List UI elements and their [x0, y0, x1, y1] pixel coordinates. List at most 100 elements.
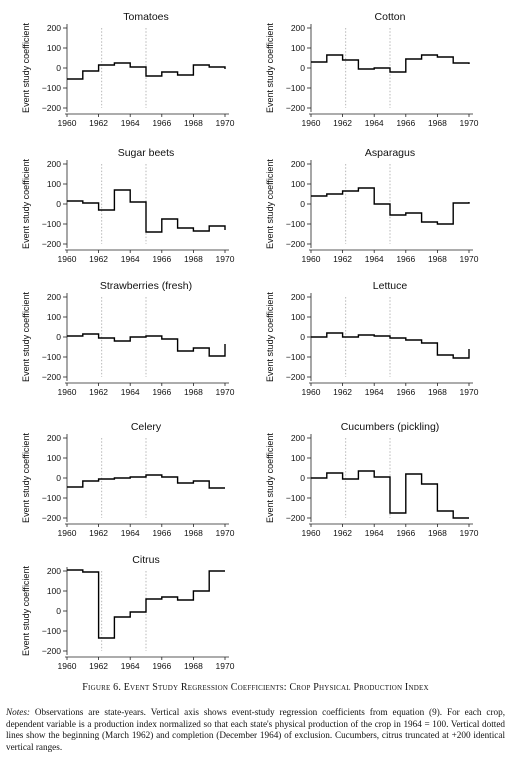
series-line: [67, 189, 226, 233]
y-axis-label: Event study coefficient: [265, 23, 275, 113]
series-line: [67, 62, 226, 80]
y-tick-label: 100: [47, 43, 61, 53]
x-tick-label: 1970: [216, 528, 235, 538]
y-axis-label: Event study coefficient: [265, 292, 275, 382]
x-tick-label: 1970: [216, 254, 235, 264]
figure-notes: Notes: Observations are state-years. Ver…: [6, 707, 505, 753]
x-tick-label: 1966: [396, 528, 415, 538]
y-tick-label: 100: [291, 43, 305, 53]
chart-panel: Citrus Event study coefficient 200 100 0 −100…: [21, 554, 235, 671]
x-tick-label: 1970: [216, 661, 235, 671]
x-tick-label: 1970: [460, 387, 479, 397]
y-tick-label: 200: [47, 159, 61, 169]
chart-panel: Celery Event study coefficient 200 100 0 −100…: [21, 421, 235, 538]
series-line: [311, 470, 469, 519]
chart-title: Celery: [131, 421, 162, 433]
y-tick-label: −100: [42, 219, 61, 229]
x-tick-label: 1962: [89, 387, 108, 397]
series-line: [311, 332, 470, 359]
x-tick-label: 1966: [152, 528, 171, 538]
y-tick-label: −100: [286, 83, 305, 93]
y-tick-label: −100: [42, 83, 61, 93]
y-tick-label: 100: [291, 179, 305, 189]
x-tick-label: 1966: [152, 254, 171, 264]
series-line: [67, 569, 225, 639]
chart-panel: Strawberries (fresh) Event study coeffici…: [21, 280, 235, 397]
y-tick-label: 100: [47, 312, 61, 322]
y-tick-label: −100: [286, 493, 305, 503]
x-tick-label: 1964: [365, 118, 384, 128]
x-tick-label: 1968: [428, 528, 447, 538]
y-tick-label: −200: [42, 513, 61, 523]
x-tick-label: 1966: [396, 254, 415, 264]
chart-title: Sugar beets: [118, 147, 175, 159]
series-line: [311, 54, 470, 73]
y-tick-label: 0: [300, 473, 305, 483]
figure-caption: Figure 6. Event Study Regression Coeffic…: [82, 682, 429, 693]
x-tick-label: 1970: [460, 118, 479, 128]
y-tick-label: 200: [291, 23, 305, 33]
x-tick-label: 1960: [302, 528, 321, 538]
x-tick-label: 1966: [396, 387, 415, 397]
x-tick-label: 1960: [302, 254, 321, 264]
y-tick-label: 200: [291, 292, 305, 302]
x-tick-label: 1964: [365, 387, 384, 397]
chart-grid: Tomatoes Event study coefficient 200 100 0 −1…: [21, 11, 479, 671]
y-tick-label: −100: [286, 352, 305, 362]
y-tick-label: −200: [286, 513, 305, 523]
y-axis-label: Event study coefficient: [21, 23, 31, 113]
series-line: [67, 333, 226, 357]
x-tick-label: 1968: [184, 661, 203, 671]
y-axis-label: Event study coefficient: [21, 566, 31, 656]
x-tick-label: 1964: [365, 528, 384, 538]
series-line: [67, 474, 225, 489]
x-tick-label: 1970: [460, 528, 479, 538]
y-tick-label: −200: [42, 646, 61, 656]
y-tick-label: 100: [291, 312, 305, 322]
y-tick-label: 100: [47, 586, 61, 596]
x-tick-label: 1964: [121, 118, 140, 128]
x-tick-label: 1962: [333, 528, 352, 538]
y-tick-label: 200: [47, 23, 61, 33]
y-tick-label: 0: [300, 332, 305, 342]
x-tick-label: 1960: [58, 528, 77, 538]
x-tick-label: 1960: [58, 254, 77, 264]
x-tick-label: 1960: [58, 118, 77, 128]
chart-panel: Cucumbers (pickling) Event study coeffici…: [265, 421, 479, 538]
y-axis-label: Event study coefficient: [21, 292, 31, 382]
x-tick-label: 1968: [184, 118, 203, 128]
y-tick-label: −200: [42, 372, 61, 382]
x-tick-label: 1970: [460, 254, 479, 264]
chart-panel: Lettuce Event study coefficient 200 100 0 −10…: [265, 280, 479, 397]
y-tick-label: 0: [56, 473, 61, 483]
chart-title: Tomatoes: [123, 11, 169, 23]
chart-title: Asparagus: [365, 147, 415, 159]
x-tick-label: 1962: [333, 118, 352, 128]
x-tick-label: 1966: [396, 118, 415, 128]
x-tick-label: 1962: [333, 387, 352, 397]
y-tick-label: −100: [286, 219, 305, 229]
y-tick-label: −200: [286, 239, 305, 249]
y-tick-label: 0: [56, 332, 61, 342]
y-tick-label: −200: [286, 372, 305, 382]
series-line: [311, 187, 470, 225]
x-tick-label: 1964: [121, 528, 140, 538]
x-tick-label: 1970: [216, 387, 235, 397]
x-tick-label: 1964: [121, 661, 140, 671]
chart-panel: Asparagus Event study coefficient 200 100 0 −…: [265, 147, 479, 264]
y-tick-label: 200: [291, 433, 305, 443]
x-tick-label: 1962: [89, 528, 108, 538]
y-tick-label: 0: [300, 63, 305, 73]
x-tick-label: 1966: [152, 118, 171, 128]
y-tick-label: 200: [47, 566, 61, 576]
y-tick-label: 0: [56, 199, 61, 209]
chart-title: Lettuce: [373, 280, 408, 292]
y-tick-label: −200: [42, 239, 61, 249]
y-tick-label: −200: [286, 103, 305, 113]
y-tick-label: 0: [56, 63, 61, 73]
x-tick-label: 1960: [58, 387, 77, 397]
x-tick-label: 1968: [184, 387, 203, 397]
y-tick-label: −100: [42, 493, 61, 503]
chart-title: Strawberries (fresh): [100, 280, 192, 292]
y-tick-label: 0: [56, 606, 61, 616]
